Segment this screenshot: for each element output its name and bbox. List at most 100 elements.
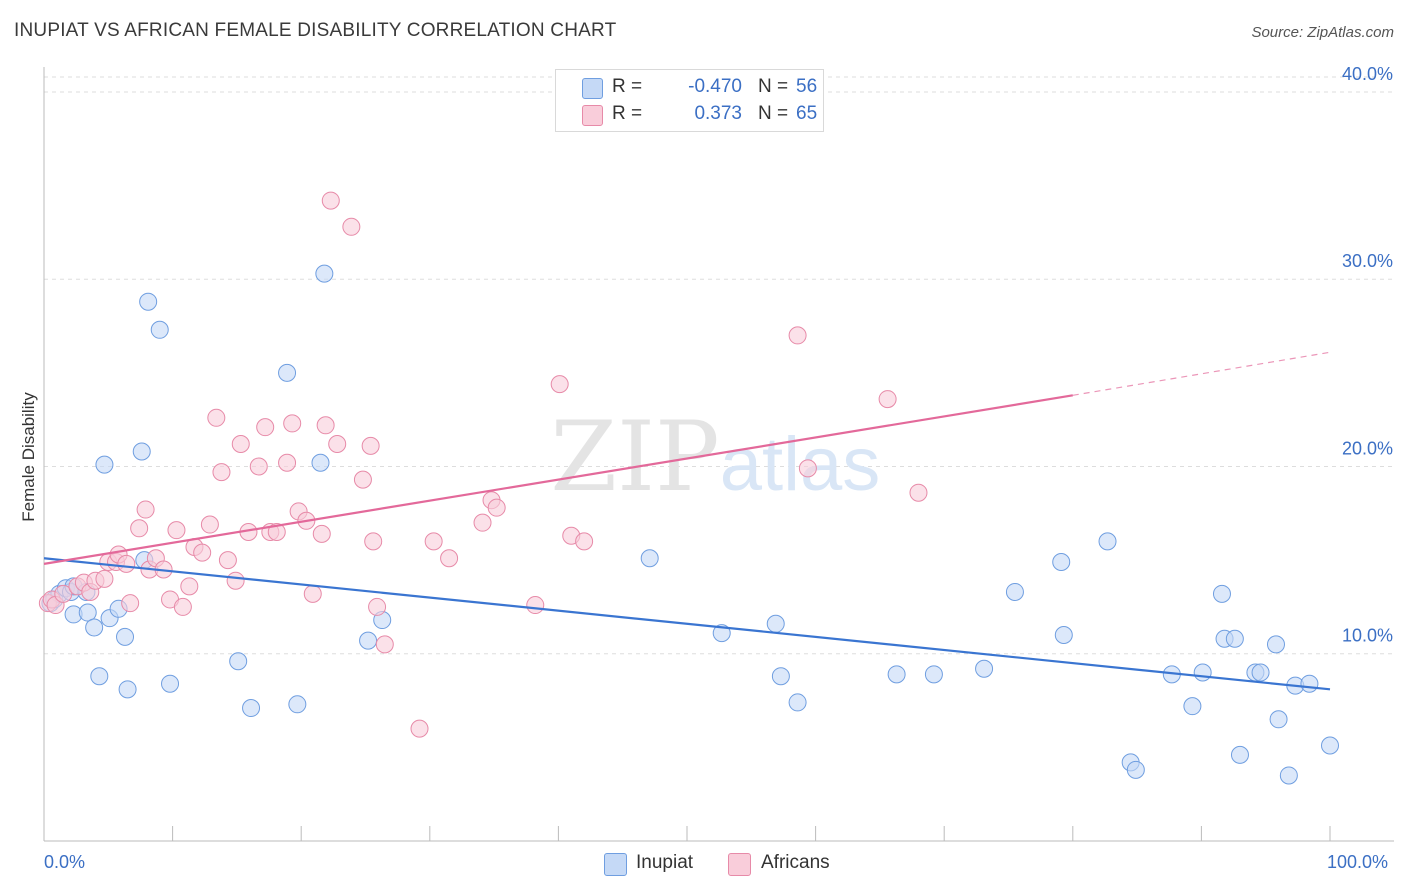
data-point-africans [328,435,347,454]
data-point-inupiat [1005,582,1024,601]
data-point-africans [212,463,231,482]
chart-title: INUPIAT VS AFRICAN FEMALE DISABILITY COR… [14,20,617,41]
data-point-africans [312,524,331,543]
trend-line-africans [43,394,1073,565]
data-point-inupiat [1212,584,1231,603]
data-point-inupiat [1098,532,1117,551]
data-point-africans [256,418,275,437]
data-point-africans [117,554,136,573]
data-point-africans [798,459,817,478]
data-point-africans [342,217,361,236]
data-point-inupiat [640,549,659,568]
data-point-inupiat [1230,745,1249,764]
data-point-inupiat [311,453,330,472]
data-point-africans [361,436,380,455]
data-point-inupiat [1225,629,1244,648]
data-point-inupiat [132,442,151,461]
data-point-inupiat [90,667,109,686]
data-point-inupiat [315,264,334,283]
data-point-africans [303,584,322,603]
data-points [38,191,1339,785]
y-tick-label: 10.0% [1342,626,1393,646]
data-point-africans [207,408,226,427]
data-point-africans [231,435,250,454]
data-point-africans [375,635,394,654]
data-point-inupiat [788,693,807,712]
data-point-inupiat [1052,552,1071,571]
data-point-africans [226,571,245,590]
data-point-africans [173,597,192,616]
data-point-africans [353,470,372,489]
y-axis-label: Female Disability [19,392,38,522]
data-point-inupiat [1251,663,1270,682]
data-point-inupiat [766,614,785,633]
trend-line-inupiat [43,557,1331,691]
data-point-inupiat [288,695,307,714]
correlation-legend: R = -0.470 N = 56 R = 0.373 N = 65 [555,69,824,132]
legend-r-value: 0.373 [694,103,742,124]
data-point-africans [575,532,594,551]
data-point-africans [550,375,569,394]
x-tick-label-min: 0.0% [44,852,86,872]
trend-lines [43,351,1331,691]
data-point-inupiat [78,603,97,622]
data-point-africans [95,569,114,588]
legend-r-label: R = [612,76,643,97]
data-point-inupiat [1266,635,1285,654]
data-point-inupiat [887,665,906,684]
data-point-inupiat [118,680,137,699]
data-point-africans [283,414,302,433]
data-point-inupiat [1126,760,1145,779]
data-point-africans [788,326,807,345]
data-point-africans [878,390,897,409]
data-point-africans [218,551,237,570]
data-point-inupiat [278,363,297,382]
y-tick-label: 40.0% [1342,64,1393,84]
data-point-africans [180,577,199,596]
data-point-africans [440,549,459,568]
y-tick-labels: 10.0% 20.0% 30.0% 40.0% [1342,64,1393,646]
legend-n-value: 65 [796,103,818,124]
series-legend: Inupiat Africans [0,852,1406,878]
data-point-inupiat [85,618,104,637]
data-point-africans [267,523,286,542]
data-point-inupiat [95,455,114,474]
data-point-africans [121,594,140,613]
data-point-africans [249,457,268,476]
legend-n-label: N = [758,76,789,97]
y-tick-label: 20.0% [1342,438,1393,458]
grid-lines [44,76,1394,655]
data-point-africans [368,597,387,616]
data-point-inupiat [712,624,731,643]
data-point-africans [167,521,186,540]
data-point-africans [909,483,928,502]
data-point-inupiat [1193,663,1212,682]
data-point-africans [410,719,429,738]
data-point-inupiat [924,665,943,684]
data-point-inupiat [242,699,261,718]
data-point-africans [278,453,297,472]
legend-swatch-inupiat [582,78,603,99]
legend-label-africans: Africans [761,852,830,873]
data-point-inupiat [116,627,135,646]
data-point-inupiat [1300,674,1319,693]
data-point-inupiat [161,674,180,693]
legend-label-inupiat: Inupiat [636,852,694,873]
data-point-africans [316,416,335,435]
data-point-inupiat [229,652,248,671]
legend-n-label: N = [758,103,789,124]
trend-extension-africans [1072,351,1331,396]
legend-r-label: R = [612,103,643,124]
data-point-africans [54,584,73,603]
data-point-inupiat [1183,697,1202,716]
data-point-africans [130,519,149,538]
data-point-africans [364,532,383,551]
data-point-inupiat [975,659,994,678]
data-point-africans [136,500,155,519]
data-point-africans [424,532,443,551]
data-point-inupiat [771,667,790,686]
legend-n-value: 56 [796,76,818,97]
data-point-africans [193,543,212,562]
data-point-inupiat [1279,766,1298,785]
